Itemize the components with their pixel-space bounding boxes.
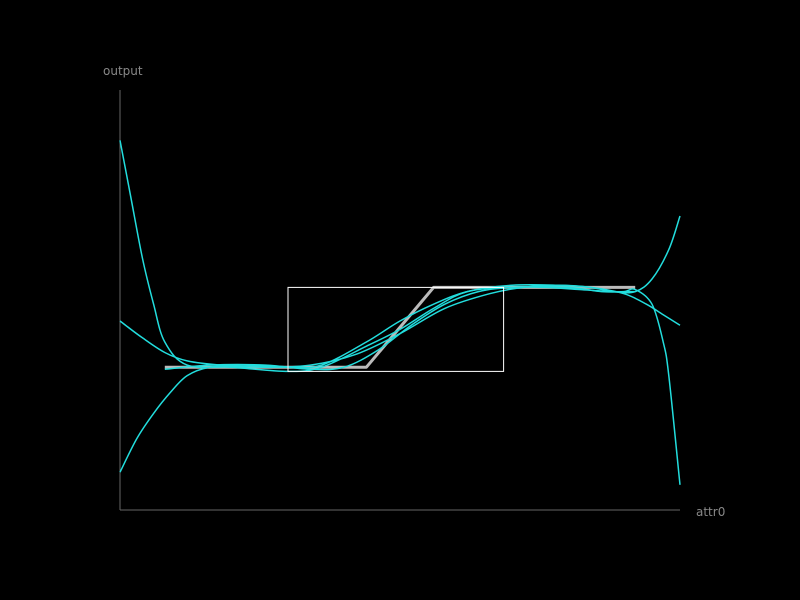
highlight-box (287, 286, 505, 372)
x-axis-label: attr0 (696, 505, 725, 519)
fit-line-1 (119, 140, 681, 485)
y-axis-label: output (103, 64, 143, 78)
fit-line-4 (164, 286, 636, 371)
chart-marks (119, 140, 681, 485)
fit-line-3 (119, 284, 681, 368)
fit-line-2 (119, 215, 681, 473)
